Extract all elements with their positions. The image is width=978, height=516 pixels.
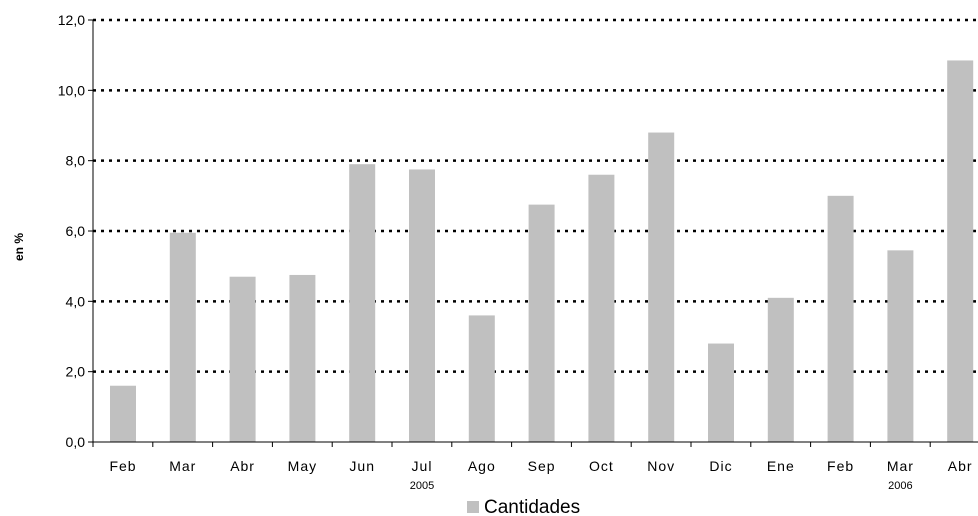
bars — [110, 60, 974, 443]
x-tick-label: Feb — [827, 458, 854, 474]
x-tick-label: Ago — [468, 458, 496, 474]
bar — [169, 232, 196, 442]
bar — [110, 385, 136, 442]
x-tick-label: Ene — [767, 458, 795, 474]
y-tick-label: 10,0 — [58, 82, 85, 98]
legend-label: Cantidades — [484, 497, 580, 516]
x-tick-label: Jul — [412, 458, 433, 474]
y-tick-label: 0,0 — [66, 434, 86, 450]
bar — [468, 315, 495, 442]
y-tick-label: 4,0 — [66, 293, 86, 309]
bar — [887, 250, 914, 442]
x-tick-label: Sep — [528, 458, 556, 474]
bar — [528, 204, 555, 442]
bar — [409, 169, 435, 443]
year-label: 2006 — [888, 480, 912, 492]
bar — [229, 276, 256, 442]
bar — [708, 343, 734, 442]
bar — [648, 132, 675, 443]
x-tick-label: Oct — [589, 458, 614, 474]
x-tick-label: Abr — [230, 458, 255, 474]
x-tick-label: Mar — [169, 458, 196, 474]
bar — [588, 174, 615, 442]
x-tick-label: Feb — [109, 458, 136, 474]
x-tick-label: May — [288, 458, 317, 474]
y-tick-label: 2,0 — [66, 364, 86, 380]
y-tick-label: 6,0 — [66, 223, 86, 239]
bar — [767, 297, 794, 442]
legend-swatch — [467, 501, 479, 513]
x-tick-labels: Feb Mar Abr May Jun Jul Ago Sep Oct Nov Dic Ene Feb M… — [109, 458, 973, 492]
year-label: 2005 — [410, 480, 434, 492]
y-tick-labels: 0,0 2,0 4,0 6,0 8,0 10,0 12,0 — [58, 12, 85, 450]
bar — [827, 195, 854, 442]
axes — [88, 19, 978, 447]
x-tick-label: Mar — [887, 458, 914, 474]
y-tick-label: 8,0 — [66, 153, 86, 169]
bar — [947, 60, 974, 443]
x-tick-label: Dic — [709, 458, 732, 474]
x-tick-label: Jun — [349, 458, 375, 474]
y-tick-label: 12,0 — [58, 12, 85, 28]
x-tick-label: Abr — [948, 458, 973, 474]
bar — [349, 164, 376, 442]
legend: Cantidades — [467, 497, 580, 516]
bar — [289, 274, 316, 442]
y-axis-label: en % — [12, 233, 26, 261]
x-tick-label: Nov — [647, 458, 675, 474]
